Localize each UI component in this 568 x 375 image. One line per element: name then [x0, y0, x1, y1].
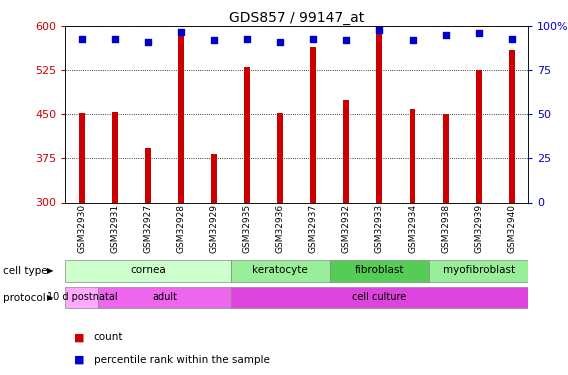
Bar [112, 112, 118, 202]
Point [210, 38, 219, 44]
Bar [178, 32, 184, 203]
Bar [277, 113, 283, 202]
Bar [231, 260, 330, 282]
Point [177, 28, 186, 34]
Text: ■: ■ [74, 333, 84, 342]
Text: percentile rank within the sample: percentile rank within the sample [94, 355, 270, 365]
Point [77, 36, 86, 42]
Bar [244, 68, 250, 203]
Text: keratocyte: keratocyte [252, 266, 308, 276]
Bar [310, 47, 316, 202]
Text: ▶: ▶ [47, 293, 53, 302]
Point [507, 36, 516, 42]
Point [309, 36, 318, 42]
Bar [79, 113, 85, 202]
Bar [410, 108, 415, 202]
Bar [65, 287, 98, 308]
Text: cell type: cell type [3, 266, 48, 276]
Bar [377, 31, 382, 202]
Text: adult: adult [152, 292, 177, 302]
Point [275, 39, 285, 45]
Point [110, 36, 119, 42]
Bar [65, 260, 231, 282]
Bar [429, 260, 528, 282]
Point [375, 27, 384, 33]
Bar [145, 148, 151, 202]
Point [441, 32, 450, 38]
Point [144, 39, 153, 45]
Text: fibroblast: fibroblast [354, 266, 404, 276]
Text: cornea: cornea [130, 266, 166, 276]
Point [342, 38, 351, 44]
Text: protocol: protocol [3, 293, 45, 303]
Text: count: count [94, 333, 123, 342]
Text: cell culture: cell culture [352, 292, 407, 302]
Title: GDS857 / 99147_at: GDS857 / 99147_at [229, 11, 365, 25]
Bar [475, 70, 482, 202]
Text: ■: ■ [74, 355, 84, 365]
Text: ▶: ▶ [47, 266, 53, 275]
Bar [231, 287, 528, 308]
Bar [98, 287, 231, 308]
Point [243, 36, 252, 42]
Point [408, 38, 417, 44]
Bar [509, 50, 515, 202]
Text: myofibroblast: myofibroblast [442, 266, 515, 276]
Point [474, 30, 483, 36]
Bar [442, 114, 449, 202]
Text: 10 d postnatal: 10 d postnatal [47, 292, 117, 302]
Bar [344, 100, 349, 202]
Bar [330, 260, 429, 282]
Bar [211, 154, 217, 203]
